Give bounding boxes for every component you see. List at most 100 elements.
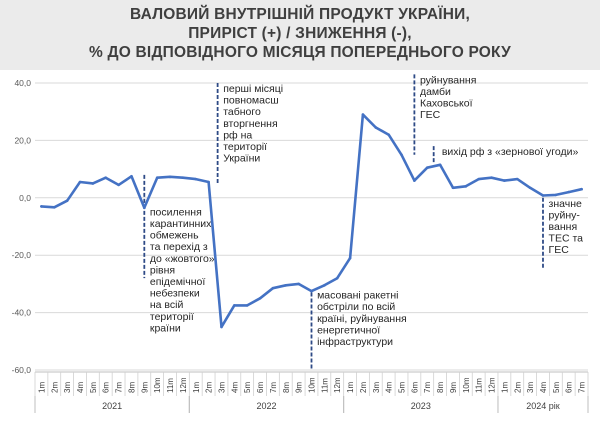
data-point <box>554 193 558 197</box>
annotation-text: табного <box>223 106 261 118</box>
annotation-text: руйну- <box>549 209 581 221</box>
data-point <box>490 176 493 180</box>
x-tick-label: 8m <box>127 382 136 393</box>
x-tick-label: 7m <box>578 382 587 393</box>
data-point <box>515 177 519 181</box>
x-tick-label: 9m <box>295 382 304 393</box>
x-tick-label: 9m <box>140 382 149 393</box>
x-tick-label: 11m <box>320 378 329 393</box>
x-tick-label: 6m <box>410 382 419 393</box>
data-point <box>91 182 95 185</box>
x-tick-label: 12m <box>488 377 497 393</box>
x-tick-label: 4m <box>539 382 548 393</box>
data-point <box>104 176 108 180</box>
annotation-text: ГЕС <box>549 244 570 256</box>
data-point <box>194 177 198 181</box>
x-tick-label: 3m <box>63 382 72 393</box>
data-point <box>40 205 43 208</box>
annotation-text: та перехід з <box>150 241 208 253</box>
year-label: 2022 <box>256 401 276 411</box>
annotation-text: енергетичної <box>317 324 380 336</box>
data-point <box>52 205 56 209</box>
data-point <box>413 179 416 182</box>
annotation-text: перші місяці <box>223 83 283 95</box>
data-point <box>348 256 352 260</box>
data-point <box>335 276 339 280</box>
x-tick-label: 6m <box>102 382 111 393</box>
y-tick-label: 0,0 <box>19 193 31 203</box>
x-tick-label: 6m <box>565 382 574 393</box>
data-point <box>503 179 506 182</box>
annotation-text: країни <box>150 322 181 334</box>
annotation-text: до «жовтого» <box>150 253 215 265</box>
annotation-text: вихід рф з «зернової угоди» <box>442 146 579 158</box>
x-tick-label: 3m <box>372 382 381 393</box>
annotation-text: вторгнення <box>223 118 277 130</box>
data-point <box>168 175 172 179</box>
data-point <box>233 304 236 307</box>
data-point <box>117 183 120 187</box>
chart-title-line-2: ПРИРІСТ (+) / ЗНИЖЕННЯ (-), <box>188 25 412 42</box>
data-point <box>451 186 455 190</box>
axis-layer: 40,020,00,0-20,0-40,0-60,01m 2m 3m 4m 5m 6m 7m… <box>12 78 589 413</box>
data-point <box>271 286 275 290</box>
x-tick-label: 1m <box>500 382 509 393</box>
data-point <box>425 166 429 169</box>
annotation-text: епідемічної <box>150 276 205 288</box>
x-tick-label: 10m <box>308 377 317 393</box>
data-point <box>258 296 262 300</box>
annotation-text: повномасш <box>223 95 278 107</box>
data-point <box>78 180 82 184</box>
x-tick-label: 4m <box>76 382 85 393</box>
data-point <box>284 284 288 287</box>
data-point <box>323 284 326 287</box>
data-point <box>361 113 365 116</box>
data-point <box>438 163 442 167</box>
title-block: ВАЛОВИЙ ВНУТРІШНІЙ ПРОДУКТ УКРАЇНИ, ПРИР… <box>0 0 600 70</box>
x-tick-label: 5m <box>398 382 407 393</box>
annotation-text: дамби <box>420 86 451 98</box>
data-point <box>297 282 300 286</box>
data-point <box>567 190 571 194</box>
data-point <box>477 177 480 181</box>
x-tick-label: 6m <box>256 382 265 393</box>
x-tick-label: 4m <box>385 382 394 393</box>
data-point <box>155 176 159 180</box>
annotation-text: вання <box>549 221 578 233</box>
data-point <box>528 186 532 190</box>
annotation-text: руйнування <box>420 74 476 86</box>
x-tick-label: 9m <box>449 382 458 393</box>
y-tick-label: 40,0 <box>14 78 31 88</box>
grid-layer <box>35 82 588 371</box>
data-point <box>220 325 223 329</box>
data-point <box>374 126 378 129</box>
x-tick-label: 7m <box>423 382 432 393</box>
data-point <box>387 133 390 136</box>
x-tick-label: 1m <box>192 382 201 393</box>
annotation-text: посилення <box>150 206 202 218</box>
x-tick-label: 3m <box>526 382 535 393</box>
year-label: 2021 <box>102 401 122 411</box>
y-tick-label: -20,0 <box>12 250 32 260</box>
chart-title-line-1: ВАЛОВИЙ ВНУТРІШНІЙ ПРОДУКТ УКРАЇНИ, <box>130 6 470 23</box>
x-tick-label: 8m <box>282 382 291 393</box>
x-tick-label: 12m <box>179 377 188 393</box>
x-tick-label: 5m <box>243 382 252 393</box>
chart-title-line-3: % ДО ВІДПОВІДНОГО МІСЯЦЯ ПОПЕРЕДНЬОГО РО… <box>89 44 511 61</box>
data-point <box>310 289 313 293</box>
annotation-text: значне <box>549 198 582 210</box>
annotation-text: території <box>150 311 194 323</box>
x-tick-label: 2m <box>359 382 368 393</box>
x-tick-label: 1m <box>37 382 46 393</box>
data-point <box>181 176 185 180</box>
series-layer <box>40 113 583 329</box>
x-tick-label: 10m <box>462 377 471 393</box>
annotation-text: України <box>223 153 260 165</box>
x-tick-label: 2m <box>513 382 522 393</box>
annotation-text: ГЕС <box>420 109 441 121</box>
x-tick-label: 12m <box>333 377 342 393</box>
year-label: 2023 <box>411 401 431 411</box>
y-tick-label: -60,0 <box>12 365 32 375</box>
